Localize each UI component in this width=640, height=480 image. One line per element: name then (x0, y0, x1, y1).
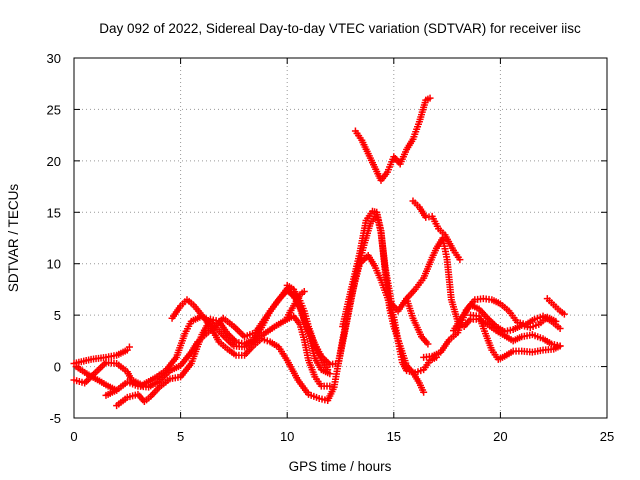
data-point-marker (560, 310, 568, 318)
x-tick-label: 10 (280, 429, 294, 444)
data-point-marker (326, 382, 334, 390)
x-tick-label: 0 (70, 429, 77, 444)
data-markers (70, 94, 568, 410)
x-tick-labels: 0 5 10 15 20 25 (70, 429, 614, 444)
y-tick-label: 25 (47, 102, 61, 117)
series-track-8 (409, 197, 464, 264)
y-axis-label: SDTVAR / TECUs (6, 184, 21, 293)
data-point-marker (300, 287, 308, 295)
data-point-marker (426, 94, 434, 102)
data-point-marker (424, 340, 432, 348)
y-tick-label: 10 (47, 257, 61, 272)
grid-lines (74, 58, 607, 418)
series-track-10 (403, 234, 564, 350)
series-track-13 (467, 311, 564, 363)
plot-frame (73, 57, 608, 419)
data-point-marker (125, 343, 133, 351)
y-tick-label: 30 (47, 51, 61, 66)
y-tick-labels: -5 0 5 10 15 20 25 30 (47, 51, 61, 426)
data-point-marker (556, 325, 564, 333)
chart-title: Day 092 of 2022, Sidereal Day-to-day VTE… (99, 21, 581, 36)
series-track-15 (283, 281, 332, 374)
series-track-14 (543, 295, 568, 318)
y-tick-label: 15 (47, 205, 61, 220)
x-tick-label: 20 (493, 429, 507, 444)
data-point-marker (324, 366, 332, 374)
series-track-1 (70, 343, 133, 367)
data-point-marker (113, 386, 121, 394)
series-track-7 (351, 94, 434, 184)
data-point-marker (456, 256, 464, 264)
x-tick-label: 5 (177, 429, 184, 444)
y-tick-label: -5 (49, 411, 61, 426)
data-point-marker (556, 342, 564, 350)
data-point-marker (326, 370, 334, 378)
series-track-6 (72, 363, 121, 394)
series-track-16 (283, 287, 308, 321)
x-axis-label: GPS time / hours (289, 459, 392, 474)
series-track-9 (339, 207, 428, 396)
y-tick-label: 5 (54, 308, 61, 323)
x-tick-label: 15 (387, 429, 401, 444)
data-point-marker (420, 388, 428, 396)
tick-marks (73, 57, 608, 419)
x-tick-label: 25 (600, 429, 614, 444)
data-point-marker (552, 317, 560, 325)
y-tick-label: 0 (54, 360, 61, 375)
y-tick-label: 20 (47, 154, 61, 169)
series-track-12 (449, 301, 560, 336)
